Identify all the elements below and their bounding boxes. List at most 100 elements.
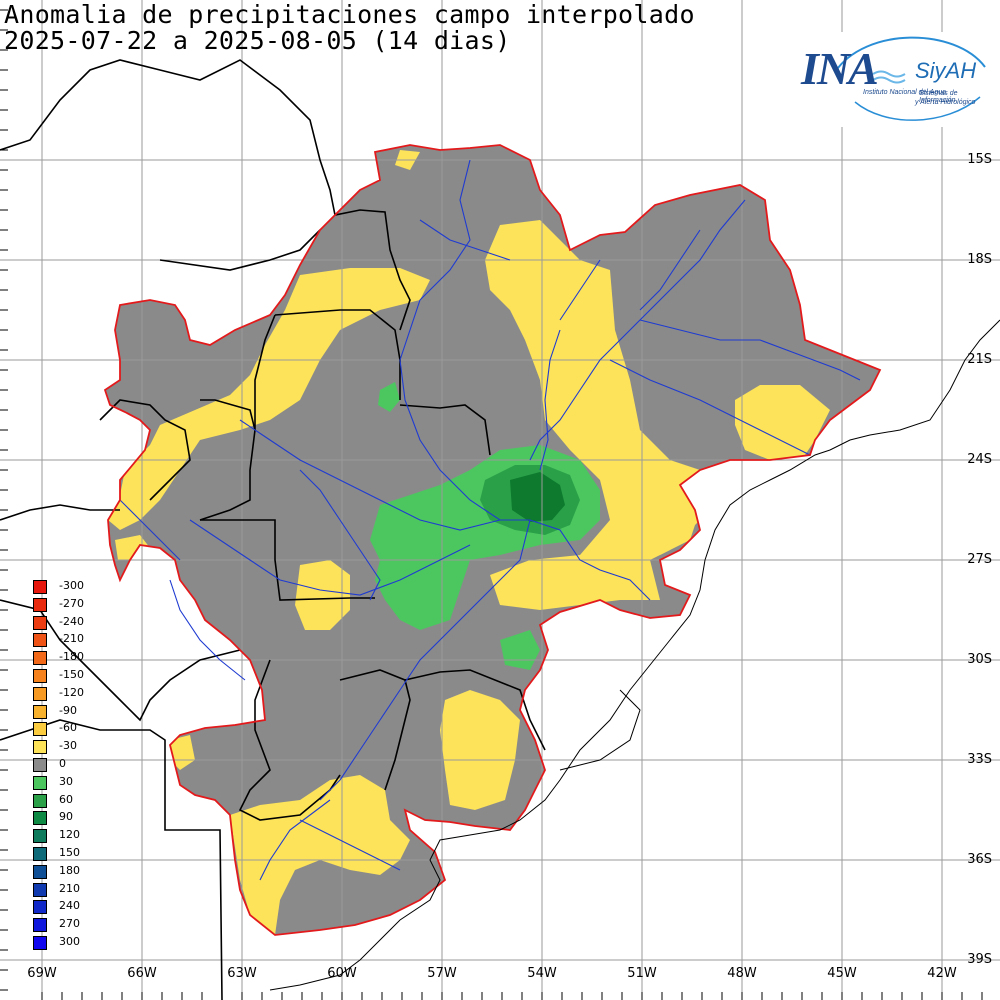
river-line	[299, 819, 401, 871]
legend-item: 180	[33, 863, 153, 879]
legend-label: 300	[59, 935, 80, 948]
legend-swatch	[33, 900, 47, 915]
longitude-label: 60W	[327, 966, 357, 981]
legend-swatch	[33, 633, 47, 648]
legend-item: -120	[33, 685, 153, 701]
river-line	[529, 199, 746, 461]
legend-label: -210	[59, 632, 84, 646]
legend-label: -120	[59, 685, 84, 699]
longitude-label: 42W	[927, 966, 957, 981]
logo-siyah-text: SiyAH	[915, 58, 977, 83]
legend-swatch	[33, 686, 47, 701]
legend-swatch	[33, 847, 47, 861]
river-line	[559, 259, 601, 321]
legend-label: -270	[59, 596, 84, 610]
legend-label: 180	[59, 863, 80, 877]
legend-label: -180	[59, 650, 84, 664]
anomaly-minus-30-area	[170, 735, 195, 770]
logo-ina-text: INA	[801, 43, 879, 94]
legend-swatch	[33, 811, 47, 826]
legend-swatch	[33, 758, 47, 772]
legend-item: -210	[33, 632, 153, 648]
legend-label: -150	[59, 668, 84, 681]
longitude-label: 54W	[527, 966, 557, 981]
latitude-label: 36S	[967, 852, 992, 867]
river-line	[189, 519, 471, 596]
river-line	[399, 159, 651, 601]
latitude-label: 24S	[967, 452, 992, 467]
country-border	[339, 669, 411, 791]
legend-swatch	[33, 793, 47, 808]
legend-label: -240	[59, 614, 84, 628]
legend-label: -90	[59, 703, 77, 717]
map-subtitle-period: 2025-07-22 a 2025-08-05 (14 dias)	[4, 26, 511, 55]
latitude-label: 33S	[967, 752, 992, 767]
country-border	[200, 399, 256, 431]
legend-item: 120	[33, 828, 153, 844]
river-line	[609, 359, 811, 456]
logo-system-line2: y Alerta Hidrológico	[915, 99, 976, 106]
longitude-label: 69W	[27, 966, 57, 981]
logo-swoosh-icon	[834, 36, 986, 121]
legend-swatch	[33, 615, 47, 630]
legend-label: 210	[59, 881, 80, 895]
river-line	[539, 329, 561, 471]
ina-siyah-logo: INA SiyAH Instituto Nacional del Agua Si…	[795, 32, 995, 127]
anomaly-minus-30-area	[735, 385, 830, 460]
anomaly-minus-30-area	[108, 268, 430, 530]
legend-item: 210	[33, 881, 153, 897]
legend-swatch	[33, 722, 47, 737]
legend-item: -150	[33, 668, 153, 683]
longitude-label: 51W	[627, 966, 657, 981]
legend-swatch	[33, 669, 47, 683]
country-border	[99, 399, 191, 501]
legend-label: -30	[59, 739, 77, 753]
logo-institution-text: Instituto Nacional del Agua	[863, 89, 947, 96]
longitude-label: 45W	[827, 966, 857, 981]
country-border	[200, 519, 375, 601]
legend-item: 30	[33, 774, 153, 790]
legend-item: 60	[33, 792, 153, 808]
legend-swatch	[33, 597, 47, 612]
river-line	[639, 319, 861, 381]
river-line	[169, 579, 246, 681]
anomaly-positive-area	[378, 382, 400, 412]
anomaly-minus-30-area	[230, 775, 410, 935]
legend-label: -300	[59, 579, 84, 592]
legend-swatch	[33, 651, 47, 666]
legend-label: 60	[59, 792, 73, 806]
longitude-label: 57W	[427, 966, 457, 981]
map-title: Anomalia de precipitaciones campo interp…	[4, 0, 695, 29]
latitude-label: 15S	[967, 152, 992, 167]
legend-item: -270	[33, 596, 153, 612]
longitude-label: 48W	[727, 966, 757, 981]
anomaly-minus-30-area	[440, 690, 520, 810]
latitude-label: 21S	[967, 352, 992, 367]
country-border	[199, 314, 276, 521]
legend-label: 30	[59, 774, 73, 788]
country-border	[0, 504, 120, 521]
legend-item: -180	[33, 650, 153, 666]
river-line	[299, 469, 381, 601]
legend-item: -240	[33, 614, 153, 630]
coastline	[499, 319, 1000, 831]
country-border	[238, 659, 341, 821]
latitude-label: 27S	[967, 552, 992, 567]
logo-system-line1: Sistemas de Información	[919, 90, 958, 104]
river-line	[259, 799, 331, 881]
legend-item: 240	[33, 899, 153, 915]
legend-label: 150	[59, 846, 80, 859]
anomaly-positive-area	[510, 472, 565, 522]
latitude-label: 18S	[967, 252, 992, 267]
legend-swatch	[33, 580, 47, 594]
legend-label: 0	[59, 757, 66, 770]
legend-item: 0	[33, 757, 153, 772]
legend-swatch	[33, 829, 47, 844]
coastline	[559, 689, 641, 771]
legend-item: -300	[33, 579, 153, 594]
legend-label: 270	[59, 917, 80, 931]
legend-label: 90	[59, 810, 73, 824]
latitude-label: 39S	[967, 952, 992, 967]
